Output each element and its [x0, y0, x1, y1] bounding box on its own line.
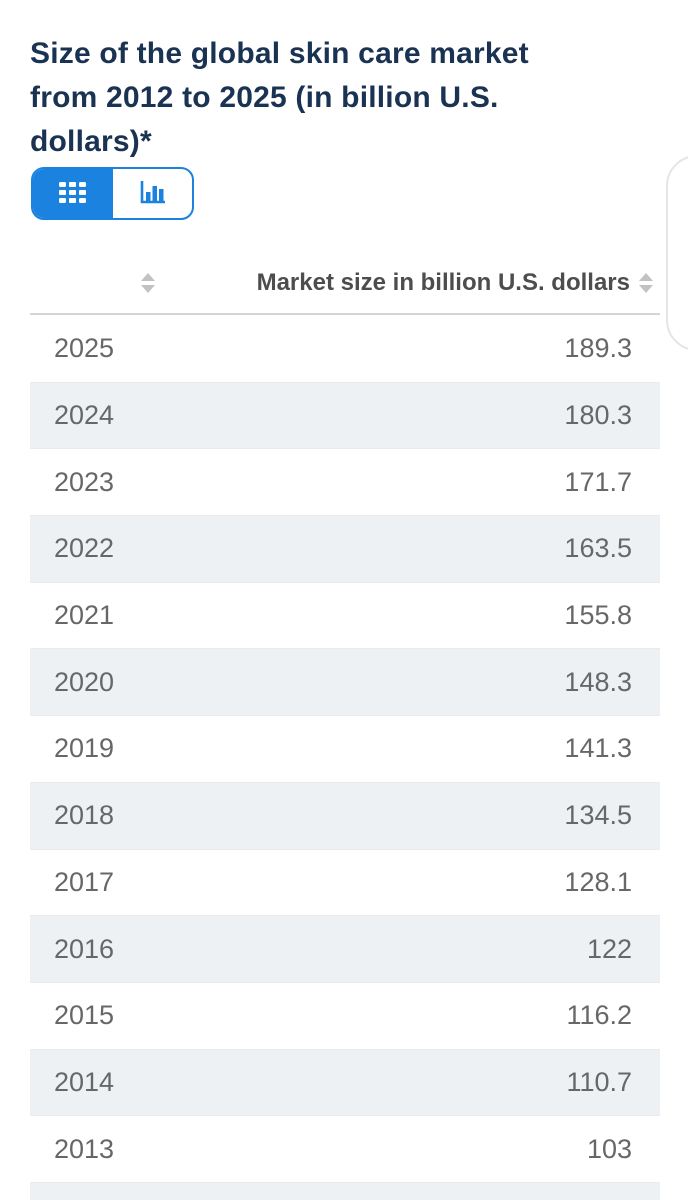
table-row: 2024 180.3 — [30, 381, 660, 449]
value-cell: 103 — [586, 1133, 632, 1164]
page-title: Size of the global skin care market from… — [30, 32, 529, 164]
table-row — [30, 1181, 660, 1200]
year-cell: 2013 — [54, 1133, 115, 1164]
year-cell: 2020 — [54, 666, 115, 697]
value-cell: 180.3 — [564, 400, 632, 431]
table-row: 2016 122 — [30, 915, 660, 982]
table-row: 2025 189.3 — [30, 315, 660, 382]
page-title-line: from 2012 to 2025 (in billion U.S. — [30, 81, 499, 115]
table-row: 2022 163.5 — [30, 515, 660, 582]
year-cell: 2017 — [54, 866, 115, 897]
data-table: Market size in billion U.S. dollars 2025… — [30, 252, 660, 1200]
year-column-header[interactable] — [30, 272, 155, 293]
page-title-line: Size of the global skin care market — [30, 37, 529, 71]
bar-chart-icon — [138, 178, 166, 209]
year-cell: 2018 — [54, 800, 115, 831]
sort-arrows-icon[interactable] — [639, 272, 653, 293]
value-cell: 116.2 — [566, 1000, 632, 1031]
table-body: 2025 189.3 2024 180.3 2023 171.7 2022 163.5 2021… — [30, 315, 660, 1200]
value-cell: 110.7 — [566, 1066, 632, 1097]
value-cell: 155.8 — [564, 600, 632, 631]
table-row: 2018 134.5 — [30, 781, 660, 849]
chart-view-button[interactable] — [113, 169, 193, 218]
year-cell: 2014 — [54, 1066, 115, 1097]
value-cell: 141.3 — [564, 733, 632, 764]
year-cell: 2022 — [54, 533, 115, 564]
year-cell: 2015 — [54, 1000, 115, 1031]
value-cell: 128.1 — [564, 866, 632, 897]
value-cell: 134.5 — [564, 800, 632, 831]
value-cell: 189.3 — [564, 332, 632, 363]
year-cell: 2021 — [54, 600, 115, 631]
view-toggle — [31, 167, 194, 220]
value-column-header[interactable]: Market size in billion U.S. dollars — [155, 269, 660, 297]
year-cell: 2024 — [54, 400, 115, 431]
table-view-button[interactable] — [33, 169, 113, 218]
sort-arrows-icon[interactable] — [141, 272, 155, 293]
table-row: 2013 103 — [30, 1115, 660, 1182]
table-row: 2015 116.2 — [30, 981, 660, 1049]
value-column-header-label: Market size in billion U.S. dollars — [256, 268, 630, 296]
year-cell: 2016 — [54, 933, 115, 964]
table-header-row: Market size in billion U.S. dollars — [30, 252, 660, 315]
year-cell: 2023 — [54, 466, 115, 497]
year-cell: 2025 — [54, 332, 115, 363]
table-row: 2023 171.7 — [30, 448, 660, 515]
year-cell: 2019 — [54, 733, 115, 764]
value-cell: 171.7 — [564, 466, 632, 497]
table-row: 2021 155.8 — [30, 581, 660, 649]
scrollbar-thumb[interactable] — [666, 155, 688, 351]
page-title-line: dollars)* — [30, 125, 152, 159]
table-row: 2017 128.1 — [30, 848, 660, 916]
value-cell: 163.5 — [564, 533, 632, 564]
value-cell: 122 — [586, 933, 632, 964]
value-cell: 148.3 — [564, 666, 632, 697]
table-grid-icon — [59, 181, 87, 206]
table-row: 2020 148.3 — [30, 648, 660, 716]
table-row: 2014 110.7 — [30, 1048, 660, 1116]
table-row: 2019 141.3 — [30, 715, 660, 782]
